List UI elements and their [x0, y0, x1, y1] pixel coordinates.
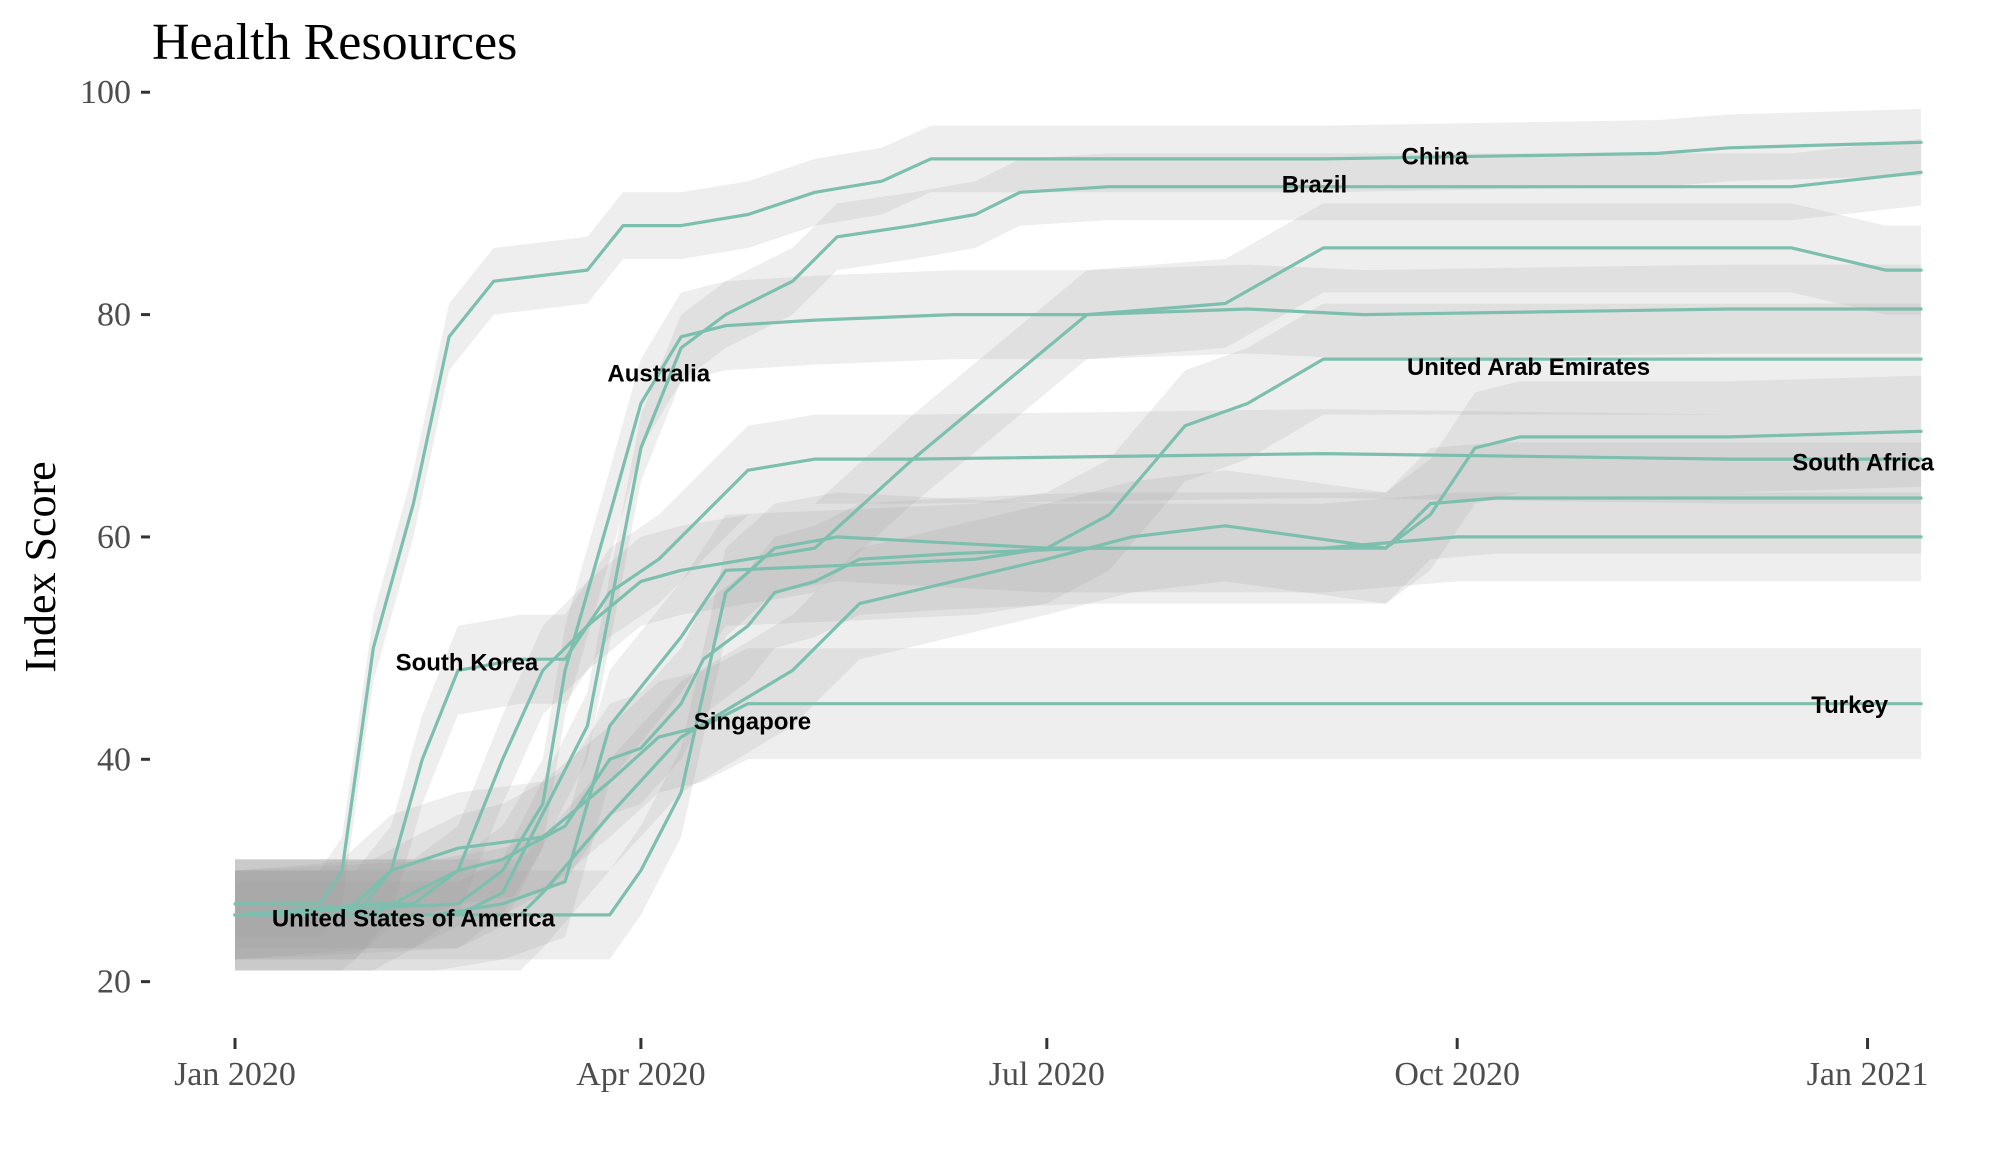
series-10-line	[233, 535, 1923, 917]
brazil-line	[233, 170, 1923, 917]
united-states-of-america-band	[235, 203, 1922, 960]
label-south-korea: South Korea	[396, 650, 539, 677]
x-tick-label: Jul 2020	[989, 1056, 1105, 1093]
y-tick-label: 40	[97, 741, 131, 778]
label-australia: Australia	[607, 361, 710, 388]
label-brazil: Brazil	[1282, 172, 1347, 199]
label-united-arab-emirates: United Arab Emirates	[1407, 354, 1650, 381]
x-tick-label: Apr 2020	[576, 1056, 705, 1093]
y-tick-label: 80	[97, 297, 131, 334]
australia-line	[233, 307, 1923, 917]
china-line	[233, 140, 1923, 906]
y-tick-label: 60	[97, 519, 131, 556]
x-tick-label: Jan 2020	[174, 1056, 296, 1093]
uncertainty-bands	[235, 108, 1922, 971]
label-china: China	[1402, 144, 1469, 171]
x-tick-label: Oct 2020	[1394, 1056, 1520, 1093]
south-africa-line	[233, 429, 1923, 917]
y-tick-label: 100	[80, 74, 131, 111]
south-korea-band	[235, 409, 1922, 960]
label-south-africa: South Africa	[1792, 449, 1934, 476]
united-states-of-america-line	[233, 246, 1923, 917]
australia-band	[235, 264, 1922, 960]
y-tick-label: 20	[97, 964, 131, 1001]
x-tick-label: Jan 2021	[1807, 1056, 1929, 1093]
brazil-band	[235, 138, 1922, 949]
y-axis: 20 40 60 80 100	[80, 74, 150, 1001]
label-united-states-of-america: United States of America	[272, 905, 556, 932]
series-lines	[233, 140, 1923, 917]
x-axis: Jan 2020 Apr 2020 Jul 2020 Oct 2020 Jan 2021	[174, 1038, 1928, 1093]
south-korea-line	[233, 452, 1923, 917]
label-singapore: Singapore	[694, 708, 811, 735]
singapore-line	[233, 496, 1923, 917]
label-turkey: Turkey	[1811, 692, 1889, 719]
chart-title: Health Resources	[152, 14, 517, 71]
y-axis-label: Index Score	[16, 461, 65, 672]
series-labels: China Brazil Australia United Arab Emirates…	[272, 144, 1935, 933]
